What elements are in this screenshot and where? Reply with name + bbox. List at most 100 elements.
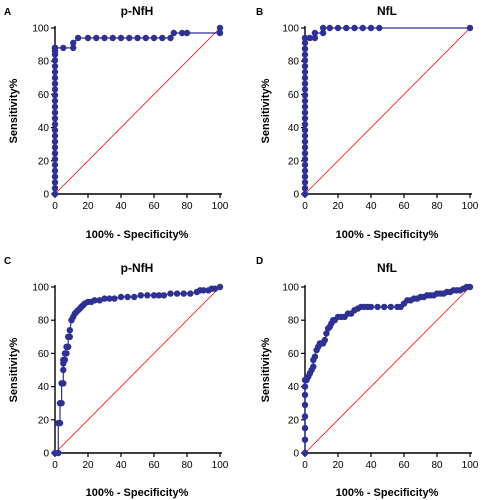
x-tick-label: 80: [181, 460, 193, 471]
roc-point: [117, 293, 125, 301]
roc-point: [109, 34, 117, 42]
roc-point: [343, 24, 350, 32]
roc-point: [63, 350, 70, 357]
roc-point: [160, 292, 168, 299]
roc-point: [301, 167, 309, 174]
roc-point: [51, 97, 59, 105]
y-tick-label: 80: [38, 57, 50, 68]
roc-point: [60, 366, 67, 374]
roc-point: [167, 290, 174, 297]
y-tick-label: 60: [38, 90, 50, 101]
roc-point: [51, 115, 59, 122]
roc-point: [173, 290, 181, 297]
roc-point: [111, 295, 118, 302]
x-tick-label: 40: [365, 201, 377, 212]
roc-point: [170, 29, 177, 37]
roc-point: [51, 74, 59, 82]
y-tick-label: 80: [288, 57, 300, 68]
roc-point: [301, 74, 309, 82]
roc-points: [301, 24, 474, 198]
chart-title: NfL: [377, 261, 397, 275]
roc-point: [101, 295, 108, 302]
roc-point: [301, 45, 309, 52]
y-tick-label: 0: [43, 190, 49, 201]
x-tick-label: 80: [181, 201, 193, 212]
roc-point: [51, 126, 59, 134]
roc-point: [359, 24, 366, 32]
roc-point: [381, 303, 388, 311]
chart-title: p-NfH: [121, 261, 154, 275]
roc-point: [74, 34, 82, 42]
roc-point: [301, 190, 309, 198]
roc-point: [319, 24, 327, 32]
roc-point: [58, 400, 65, 407]
y-tick-label: 80: [288, 316, 300, 327]
y-axis-label: Sensitivity%: [260, 337, 272, 402]
roc-point: [66, 333, 74, 340]
roc-point: [178, 29, 186, 37]
roc-point: [51, 144, 59, 151]
x-tick-label: 60: [398, 460, 410, 471]
roc-point: [70, 44, 77, 52]
roc-point: [51, 109, 59, 116]
roc-point: [51, 155, 59, 163]
x-tick-label: 80: [431, 201, 443, 212]
roc-point: [301, 80, 309, 87]
roc-point: [216, 29, 224, 37]
roc-point: [323, 330, 330, 337]
roc-point: [301, 68, 309, 76]
roc-point: [51, 80, 59, 87]
y-tick-label: 20: [288, 156, 300, 167]
x-tick-label: 60: [398, 201, 410, 212]
roc-point: [51, 132, 59, 140]
y-tick-label: 40: [288, 382, 300, 393]
roc-point: [301, 92, 309, 99]
roc-point: [51, 62, 59, 70]
roc-point: [301, 391, 309, 399]
roc-point: [51, 68, 59, 76]
roc-point: [301, 57, 309, 64]
roc-point: [150, 292, 158, 299]
y-tick-label: 20: [288, 415, 300, 426]
roc-point: [216, 283, 224, 291]
reference-diagonal: [54, 286, 221, 454]
y-tick-label: 0: [293, 449, 299, 460]
roc-point: [211, 285, 219, 292]
roc-point: [144, 292, 151, 299]
roc-point: [376, 24, 383, 32]
roc-point: [51, 190, 59, 198]
roc-point: [56, 419, 64, 427]
roc-point: [301, 173, 309, 180]
x-tick-labels: 0 20 40 60 80 100: [52, 453, 229, 471]
roc-point: [101, 34, 108, 42]
roc-point: [51, 121, 59, 128]
reference-line: [304, 286, 471, 454]
x-tick-label: 0: [52, 460, 58, 471]
roc-points: [301, 283, 474, 457]
roc-point: [311, 34, 319, 42]
roc-point: [51, 92, 59, 99]
x-tick-label: 40: [115, 460, 127, 471]
roc-point: [187, 290, 194, 297]
roc-point: [301, 51, 309, 58]
roc-point: [124, 293, 131, 301]
roc-point: [301, 132, 309, 140]
panel-letter: D: [256, 256, 263, 267]
x-axis-label: 100% - Specificity%: [86, 487, 189, 499]
roc-point: [55, 449, 62, 457]
roc-point: [131, 293, 138, 301]
roc-point: [137, 292, 144, 299]
y-tick-label: 80: [38, 316, 50, 327]
axes: [54, 285, 222, 454]
roc-points: [51, 283, 224, 457]
roc-point: [134, 34, 141, 42]
chart-title: NfL: [377, 4, 397, 18]
roc-point: [301, 109, 309, 116]
x-tick-label: 20: [332, 201, 344, 212]
roc-point: [301, 39, 309, 47]
y-tick-label: 100: [32, 24, 49, 35]
x-tick-label: 0: [302, 201, 308, 212]
roc-point: [301, 436, 309, 443]
roc-point: [60, 44, 67, 52]
